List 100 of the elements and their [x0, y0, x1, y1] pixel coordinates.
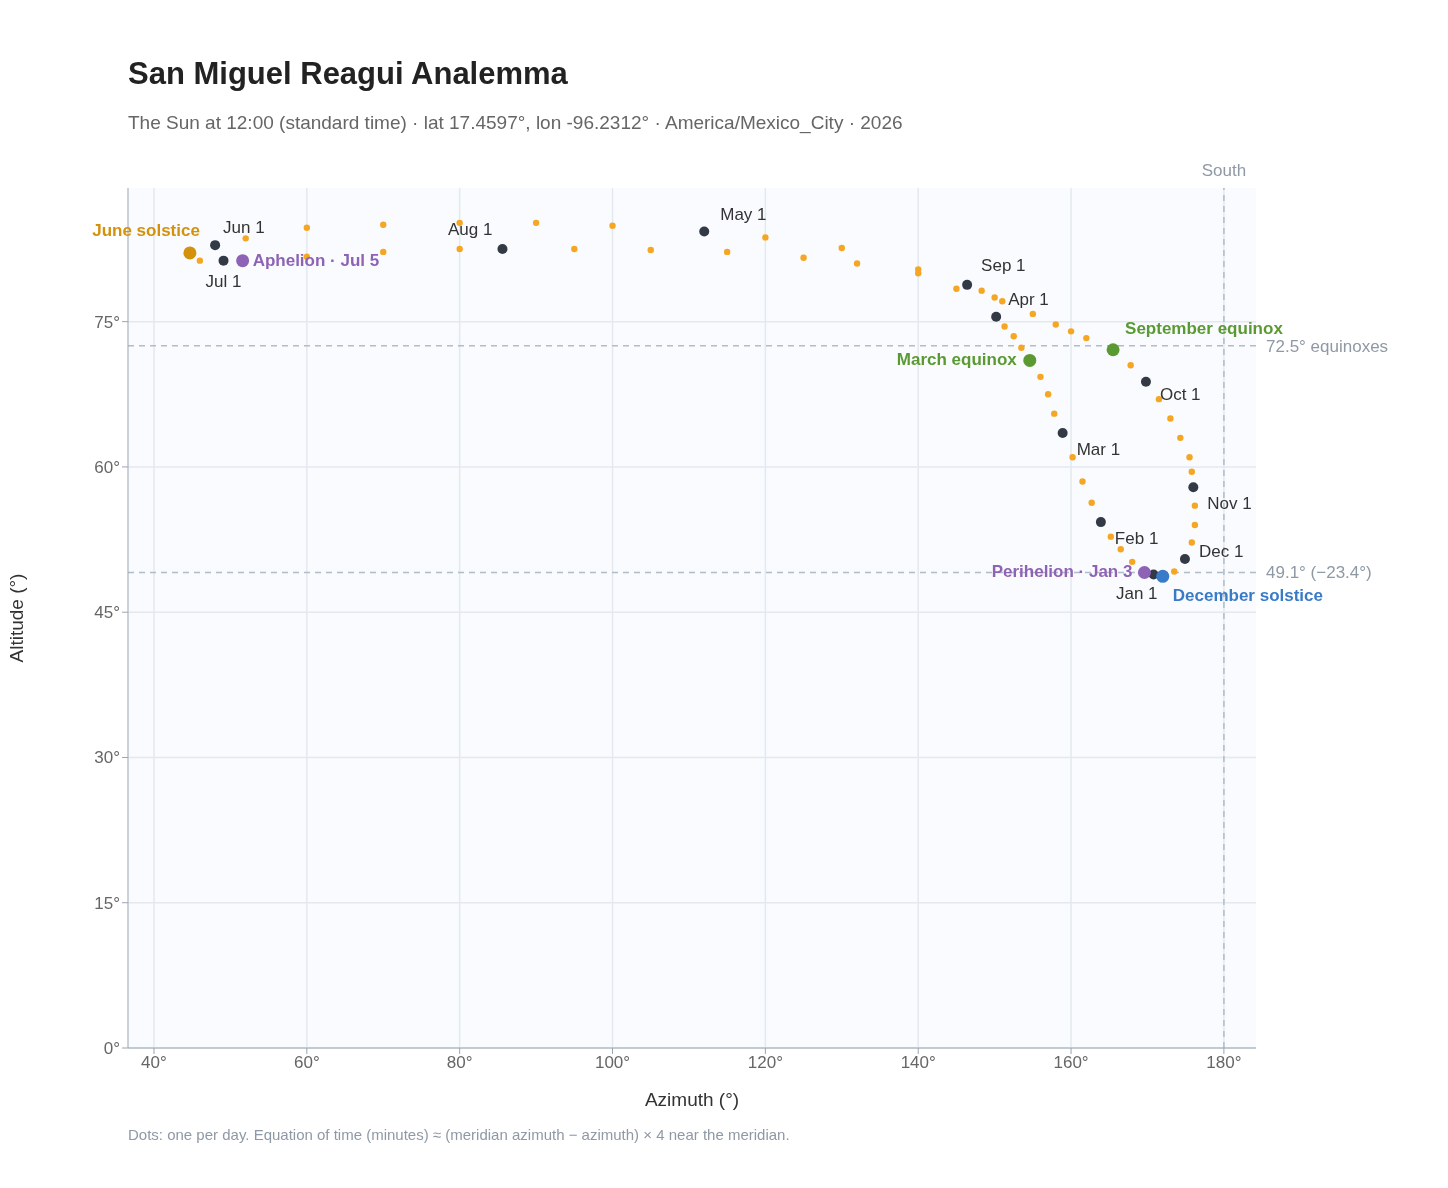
x-tick-label: 180° [1206, 1053, 1242, 1073]
chart-subtitle: The Sun at 12:00 (standard time) · lat 17.4597°, lon -96.2312° · America/Mexico_City · 2026 [128, 112, 903, 134]
point [497, 244, 508, 255]
point [456, 245, 463, 253]
point [1083, 334, 1090, 342]
point [1079, 478, 1086, 485]
point [1117, 546, 1124, 553]
series-label: June solstice [92, 220, 200, 240]
point [1107, 533, 1114, 540]
x-tick-label: 80° [446, 1053, 473, 1073]
point [838, 244, 845, 252]
point [242, 235, 249, 242]
y-tick-label: 0° [103, 1039, 120, 1059]
annotation: Sep 1 [981, 255, 1026, 275]
y-tick-label: 75° [94, 312, 120, 332]
y-axis-title: Altitude (°) [5, 573, 27, 663]
point [236, 254, 250, 268]
point [609, 222, 616, 229]
point [183, 246, 197, 260]
point [991, 294, 998, 301]
point [1095, 517, 1106, 528]
y-tick-label: 30° [94, 748, 120, 768]
point [1156, 569, 1170, 583]
series-label: September equinox [1125, 318, 1284, 338]
x-tick-label: 40° [141, 1053, 167, 1073]
series-label: December solstice [1172, 586, 1324, 606]
annotation: Dec 1 [1198, 541, 1244, 561]
point [1140, 376, 1151, 387]
annotation: Jul 1 [205, 271, 242, 291]
point [210, 240, 221, 251]
point [303, 224, 311, 231]
point [1057, 428, 1068, 439]
y-tick-label: 45° [94, 603, 120, 623]
point [647, 246, 654, 254]
annotation: Mar 1 [1076, 440, 1121, 460]
annotation: Nov 1 [1207, 494, 1252, 514]
point [532, 219, 540, 227]
y-tick-label: 60° [94, 457, 120, 477]
point [699, 226, 710, 237]
point [1129, 558, 1136, 566]
series-label: March equinox [896, 350, 1018, 370]
point [1106, 343, 1120, 357]
point [196, 257, 204, 264]
x-tick-label: 140° [900, 1053, 936, 1073]
point [953, 285, 960, 292]
point [1051, 410, 1058, 417]
annotation: Aug 1 [448, 220, 493, 240]
point [1127, 362, 1134, 369]
point [800, 254, 807, 261]
series-label: Perihelion · Jan 3 [991, 562, 1133, 582]
annotation: Apr 1 [1008, 289, 1049, 309]
point [915, 270, 922, 277]
point [962, 279, 973, 290]
point [1018, 344, 1025, 351]
point [723, 248, 731, 256]
point [1188, 482, 1199, 493]
point [1137, 565, 1151, 579]
point [1188, 468, 1195, 475]
point [1177, 434, 1184, 442]
x-tick-label: 120° [747, 1053, 783, 1073]
point [762, 234, 769, 241]
x-tick-label: 160° [1053, 1053, 1089, 1073]
point [978, 287, 985, 294]
series-label: Aphelion · Jul 5 [252, 250, 380, 270]
point [1010, 332, 1017, 340]
point [1167, 415, 1174, 422]
ref-line-label: South [1201, 161, 1247, 180]
point [380, 221, 387, 228]
point [853, 260, 861, 267]
ref-line-label: 49.1° (−23.4°) [1266, 563, 1372, 583]
point [1067, 328, 1075, 335]
point [571, 245, 578, 253]
annotation: Jun 1 [223, 218, 265, 238]
x-tick-label: 60° [293, 1053, 320, 1073]
point [1052, 321, 1059, 328]
ref-line-label: 72.5° equinoxes [1266, 336, 1389, 356]
annotation: Jan 1 [1116, 584, 1158, 604]
point [1179, 553, 1190, 564]
point [1186, 454, 1193, 461]
point [1037, 373, 1044, 381]
y-tick-label: 15° [94, 893, 120, 913]
x-tick-label: 100° [594, 1053, 631, 1073]
point [991, 311, 1002, 322]
point [1188, 539, 1195, 546]
point [1191, 502, 1199, 509]
point [1029, 310, 1037, 318]
annotation: Oct 1 [1159, 384, 1201, 404]
text: Dots: one per day. Equation of time (minutes) ≈ (meridian azimuth − azimuth) × 4 near the meridian. [128, 1126, 791, 1143]
point [1088, 499, 1095, 506]
point [1001, 323, 1008, 330]
point [1023, 353, 1037, 367]
x-axis-title: Azimuth (°) [644, 1089, 740, 1110]
annotation: Feb 1 [1114, 529, 1159, 549]
point [999, 298, 1006, 305]
point [1069, 454, 1076, 461]
chart-title: San Miguel Reagui Analemma [128, 56, 568, 92]
point [380, 248, 387, 256]
point [1171, 568, 1178, 575]
annotation: May 1 [720, 204, 767, 224]
point [1044, 391, 1052, 398]
